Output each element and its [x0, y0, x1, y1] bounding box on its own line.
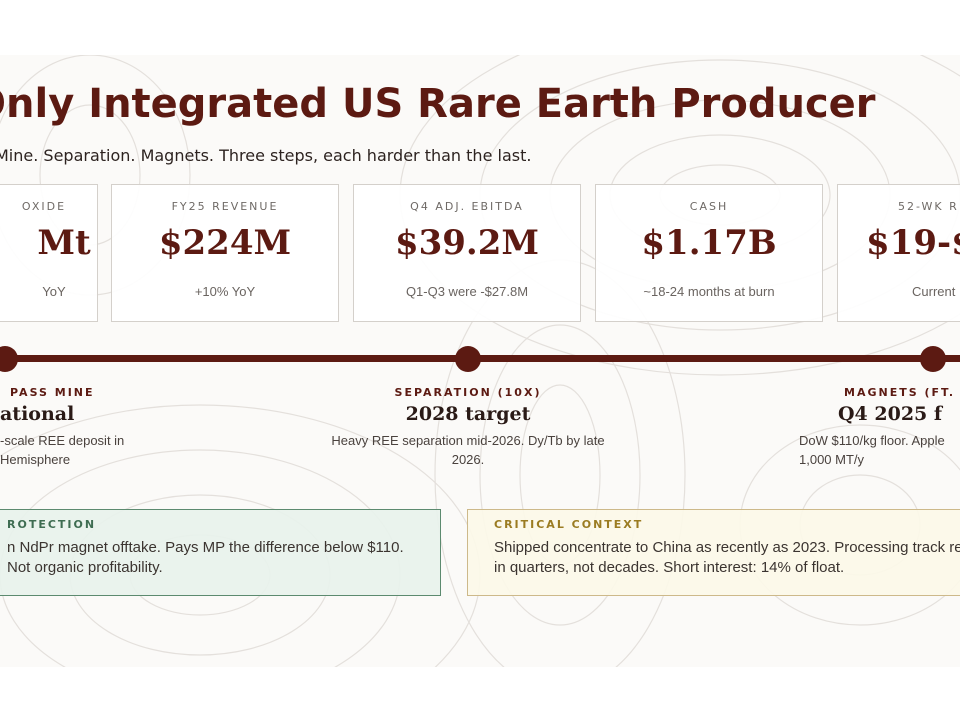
metric-label: Q4 ADJ. EBITDA — [410, 200, 524, 213]
metric-card-52wk: 52-WK R $19-$ Current — [837, 184, 960, 322]
metric-card-oxide: OXIDE Mt YoY — [0, 184, 98, 322]
metric-label: FY25 REVENUE — [171, 200, 279, 213]
stage-description: Heavy REE separation mid-2026. Dy/Tb by … — [331, 433, 605, 467]
metric-label: CASH — [689, 200, 729, 213]
critical-context-text: Shipped concentrate to China as recently… — [494, 539, 960, 576]
stage-label: PASS MINE — [10, 386, 95, 399]
metric-note: Current — [912, 284, 956, 299]
protection-label: ROTECTION — [7, 518, 97, 531]
stage-label: SEPARATION (10X) — [394, 386, 542, 399]
stage-value: ational — [0, 403, 75, 425]
metric-label: OXIDE — [21, 200, 67, 213]
metric-card-cash: CASH $1.17B ~18-24 months at burn — [595, 184, 823, 322]
metric-value: $1.17B — [641, 223, 777, 263]
critical-context-callout: CRITICAL CONTEXT Shipped concentrate to … — [467, 509, 960, 596]
critical-context-label: CRITICAL CONTEXT — [494, 518, 644, 531]
stage-label: MAGNETS (FT. — [844, 386, 956, 399]
metric-note: ~18-24 months at burn — [643, 284, 775, 299]
metric-value: $19-$ — [866, 223, 960, 263]
metric-value: Mt — [37, 223, 91, 263]
stage-value: 2028 target — [405, 403, 531, 425]
metric-value: $39.2M — [394, 223, 540, 263]
metric-card-revenue: FY25 REVENUE $224M +10% YoY — [111, 184, 339, 322]
slide: Only Integrated US Rare Earth Producer M… — [0, 55, 960, 667]
metric-value: $224M — [158, 223, 292, 263]
stage-description: -scale REE deposit in Hemisphere — [0, 433, 125, 467]
metric-note: Q1-Q3 were -$27.8M — [405, 284, 529, 299]
metric-card-ebitda: Q4 ADJ. EBITDA $39.2M Q1-Q3 were -$27.8M — [353, 184, 581, 322]
metric-label: 52-WK R — [898, 200, 959, 213]
page-title: Only Integrated US Rare Earth Producer — [0, 81, 876, 127]
timeline-stage-magnets: MAGNETS (FT. Q4 2025 f DoW $110/kg floor… — [782, 386, 960, 469]
timeline-dot-magnets — [920, 346, 946, 372]
timeline-stage-mine: PASS MINE ational -scale REE deposit in … — [0, 386, 150, 469]
page-subtitle: Mine. Separation. Magnets. Three steps, … — [0, 146, 532, 165]
stage-value: Q4 2025 f — [838, 403, 943, 425]
timeline-stage-separation: SEPARATION (10X) 2028 target Heavy REE s… — [318, 386, 618, 469]
protection-callout: ROTECTION n NdPr magnet offtake. Pays MP… — [0, 509, 441, 596]
metric-note: YoY — [42, 284, 66, 299]
metric-note: +10% YoY — [194, 284, 256, 299]
timeline-dot-separation — [455, 346, 481, 372]
timeline-dot-mine — [0, 346, 18, 372]
protection-text: n NdPr magnet offtake. Pays MP the diffe… — [7, 539, 404, 576]
stage-description: DoW $110/kg floor. Apple 1,000 MT/y — [799, 433, 945, 467]
